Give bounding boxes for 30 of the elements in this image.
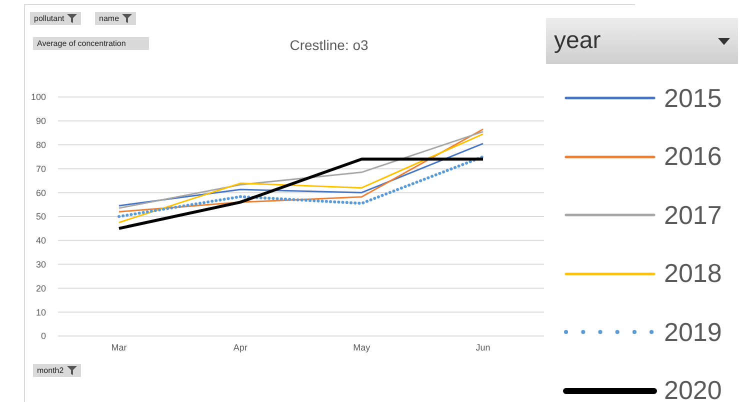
chart-title: Crestline: o3 xyxy=(290,37,368,53)
legend-label: 2020 xyxy=(664,375,722,402)
legend-label: 2019 xyxy=(664,316,722,348)
text: Average of concentration xyxy=(37,39,126,48)
legend-label: 2015 xyxy=(664,82,722,114)
x-tick-label: May xyxy=(353,342,371,352)
legend-label: 2016 xyxy=(664,141,722,172)
legend-label: 2017 xyxy=(664,200,722,231)
text: month2 xyxy=(37,366,64,375)
x-tick-label: Mar xyxy=(111,342,127,352)
y-tick-label: 10 xyxy=(36,307,46,318)
y-tick-label: 40 xyxy=(36,236,46,246)
legend-title: year xyxy=(554,27,601,55)
y-tick-label: 0 xyxy=(40,331,46,342)
y-tick-label: 20 xyxy=(36,283,46,294)
x-tick-label: Jun xyxy=(476,342,490,352)
y-tick-label: 60 xyxy=(36,188,46,198)
x-tick-label: Apr xyxy=(233,342,248,352)
text: name xyxy=(99,14,120,23)
line-series xyxy=(118,133,484,224)
line-series xyxy=(118,142,484,206)
y-tick-label: 30 xyxy=(36,259,46,270)
legend-label: 2018 xyxy=(664,258,722,290)
line-series xyxy=(118,155,484,218)
y-tick-label: 50 xyxy=(36,212,46,222)
text: pollutant xyxy=(34,14,64,23)
y-tick-label: 90 xyxy=(36,116,46,126)
y-tick-label: 70 xyxy=(36,164,46,174)
y-tick-label: 100 xyxy=(30,92,46,102)
y-tick-label: 80 xyxy=(36,140,46,150)
